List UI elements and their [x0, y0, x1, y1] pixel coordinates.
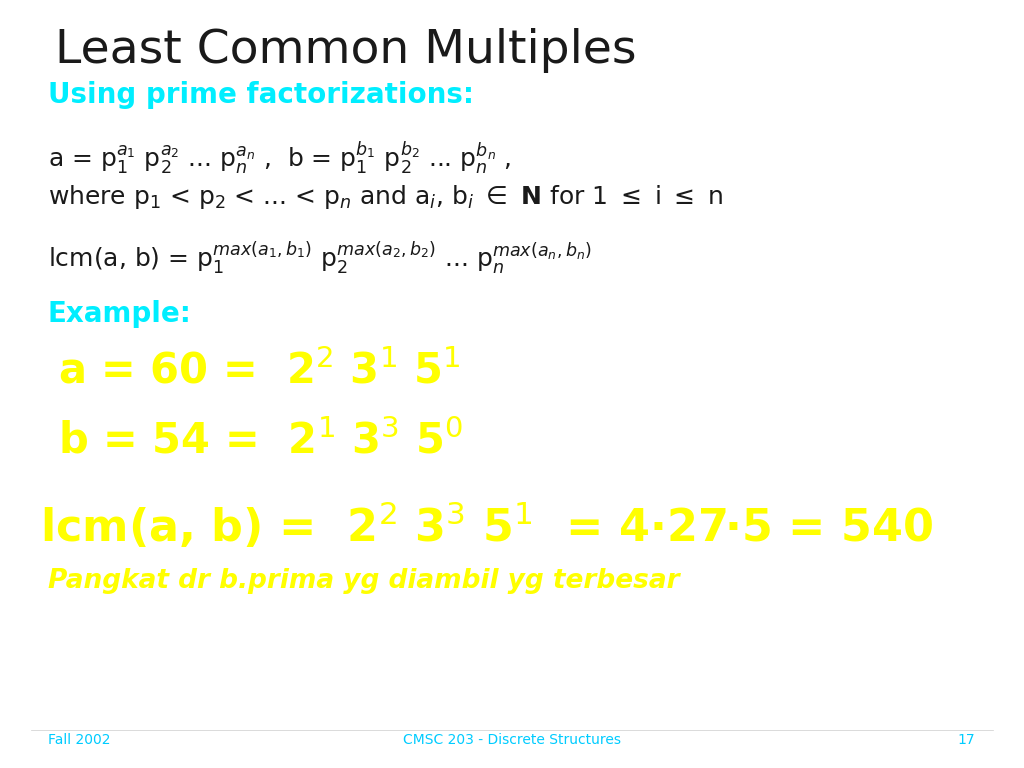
Text: lcm(a, b) = p$_1^{max(a_1, b_1)}$ p$_2^{max(a_2, b_2)}$ ... p$_n^{max(a_n, b_n)}: lcm(a, b) = p$_1^{max(a_1, b_1)}$ p$_2^{…	[48, 240, 592, 277]
Text: Example:: Example:	[48, 300, 191, 328]
Text: CMSC 203 - Discrete Structures: CMSC 203 - Discrete Structures	[403, 733, 621, 747]
Text: Least Common Multiples: Least Common Multiples	[55, 28, 637, 73]
Text: a = 60 =  2$^2$ 3$^1$ 5$^1$: a = 60 = 2$^2$ 3$^1$ 5$^1$	[58, 350, 461, 392]
Text: lcm(a, b) =  2$^2$ 3$^3$ 5$^1$  = 4·27·5 = 540: lcm(a, b) = 2$^2$ 3$^3$ 5$^1$ = 4·27·5 =…	[40, 500, 933, 551]
Text: Pangkat dr b.prima yg diambil yg terbesar: Pangkat dr b.prima yg diambil yg terbesa…	[48, 568, 680, 594]
Text: Using prime factorizations:: Using prime factorizations:	[48, 81, 474, 109]
Text: b = 54 =  2$^1$ 3$^3$ 5$^0$: b = 54 = 2$^1$ 3$^3$ 5$^0$	[58, 420, 463, 462]
Text: a = p$_1^{a_1}$ p$_2^{a_2}$ ... p$_n^{a_n}$ ,  b = p$_1^{b_1}$ p$_2^{b_2}$ ... p: a = p$_1^{a_1}$ p$_2^{a_2}$ ... p$_n^{a_…	[48, 140, 512, 177]
Text: where p$_1$ < p$_2$ < ... < p$_n$ and a$_i$, b$_i$ $\in$ $\bf{N}$ for 1 $\leq$ i: where p$_1$ < p$_2$ < ... < p$_n$ and a$…	[48, 183, 723, 211]
Text: 17: 17	[957, 733, 975, 747]
Text: Fall 2002: Fall 2002	[48, 733, 111, 747]
